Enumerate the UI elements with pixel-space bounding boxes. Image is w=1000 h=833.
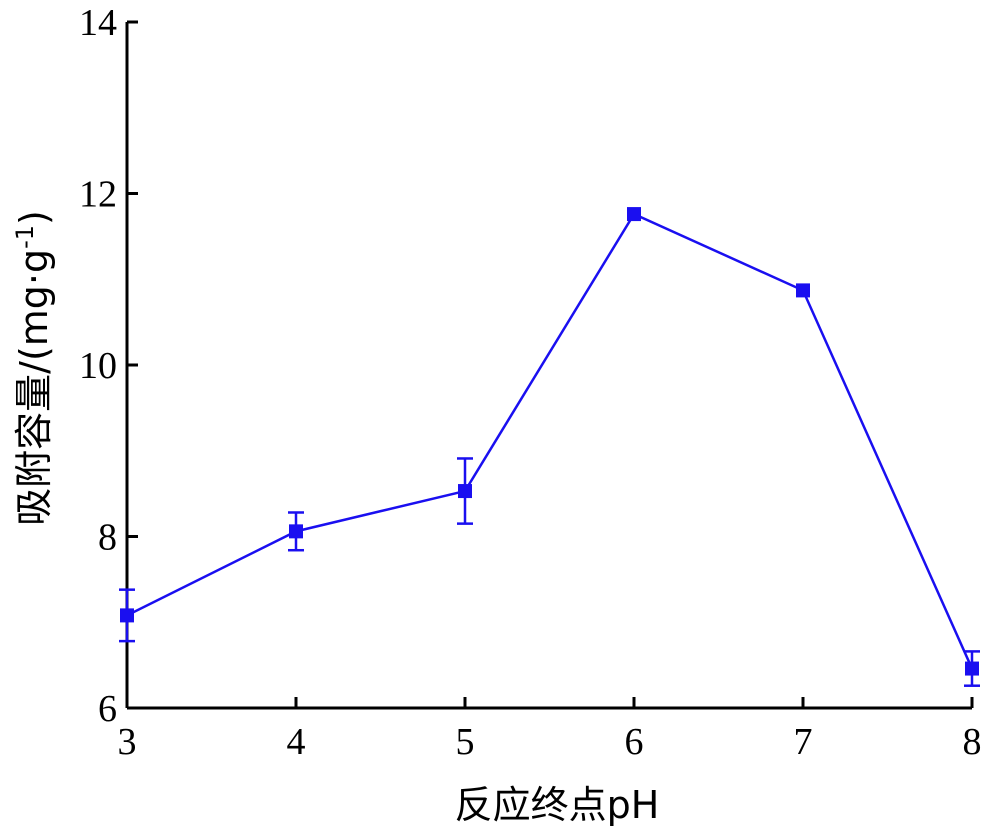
y-axis-title-close: ) — [12, 210, 56, 225]
y-tick-label: 6 — [98, 688, 117, 730]
y-axis-title-superscript: -1 — [11, 225, 39, 249]
x-tick-label: 4 — [287, 721, 306, 763]
data-point — [627, 207, 641, 222]
data-point — [796, 283, 810, 298]
series-line — [126, 212, 974, 670]
data-point — [120, 608, 134, 623]
x-tick-label: 6 — [625, 721, 644, 763]
axes — [125, 22, 972, 710]
y-tick-label: 14 — [79, 2, 117, 44]
x-tick-label: 7 — [794, 721, 813, 763]
ticks: 6 8 10 12 14 3 4 5 6 7 8 — [79, 2, 982, 763]
series — [119, 207, 980, 687]
data-point — [289, 524, 303, 539]
x-axis-title: 反应终点pH — [455, 783, 660, 827]
y-tick-label: 12 — [79, 174, 117, 216]
data-point — [458, 484, 472, 499]
x-tick-label: 5 — [456, 721, 475, 763]
y-axis-title: 吸附容量/(mg·g-1) — [11, 210, 56, 526]
x-tick-label: 8 — [963, 721, 982, 763]
data-point — [965, 661, 979, 676]
y-axis-title-main: 吸附容量/(mg·g — [12, 249, 56, 526]
y-tick-label: 10 — [79, 345, 117, 387]
x-tick-label: 3 — [118, 721, 137, 763]
y-tick-label: 8 — [98, 517, 117, 559]
